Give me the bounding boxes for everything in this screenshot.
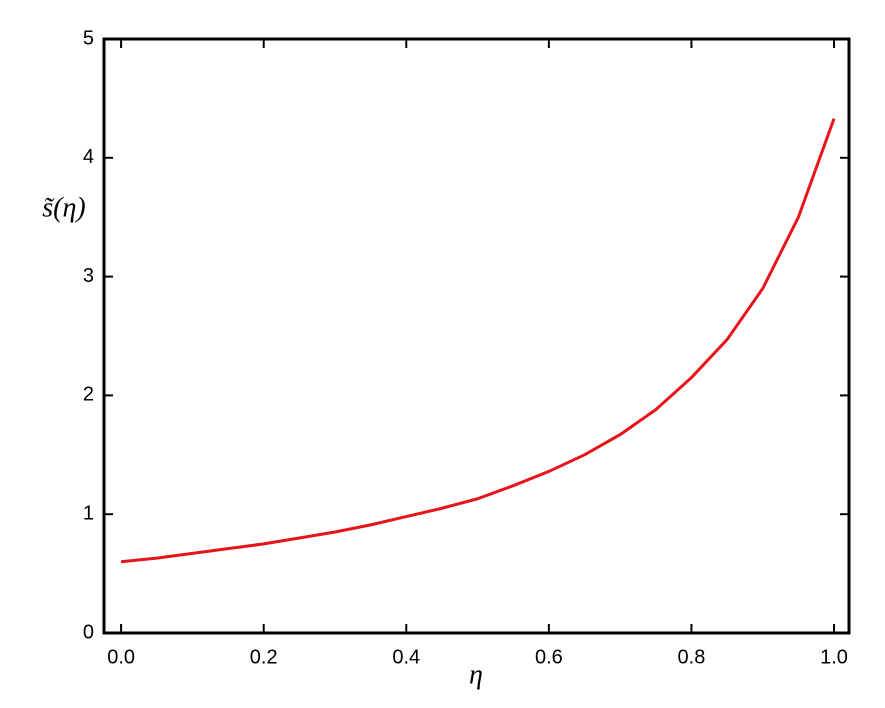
x-tick-label: 0.2 (250, 646, 278, 668)
x-axis-title: η (469, 659, 483, 690)
y-tick-label: 1 (83, 502, 94, 524)
y-tick-label: 3 (83, 265, 94, 287)
y-axis-title: s̃(η) (42, 192, 85, 223)
x-tick-label: 0.8 (678, 646, 706, 668)
x-tick-label: 0.4 (392, 646, 420, 668)
y-tick-label: 4 (83, 146, 94, 168)
y-tick-label: 5 (83, 27, 94, 49)
x-tick-label: 0.0 (107, 646, 135, 668)
y-tick-label: 2 (83, 384, 94, 406)
data-line (120, 118, 836, 564)
plot-frame (102, 37, 851, 635)
y-tick-label: 0 (83, 621, 94, 643)
x-tick-label: 0.6 (535, 646, 563, 668)
x-tick-label: 1.0 (820, 646, 848, 668)
